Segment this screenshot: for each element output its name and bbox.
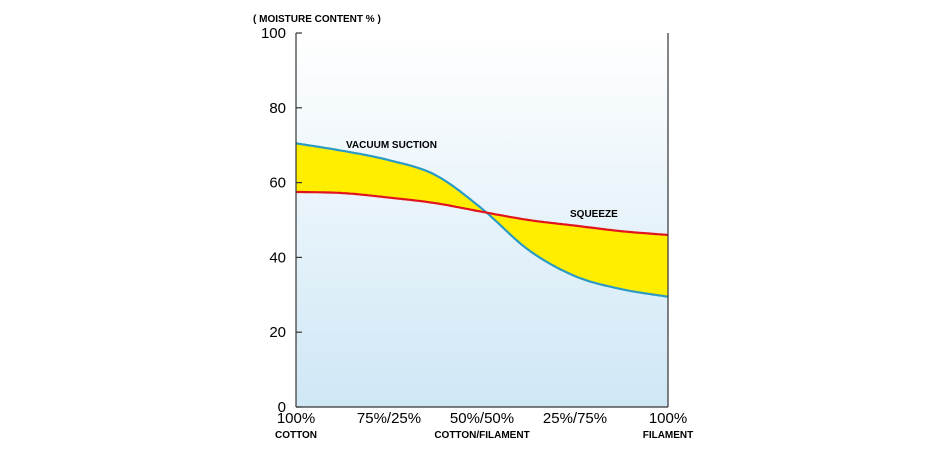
y-tick-label: 80 bbox=[269, 100, 286, 117]
series-line-squeeze bbox=[296, 190, 669, 237]
plot-background bbox=[296, 33, 668, 407]
x-tick-label: 50%/50% bbox=[450, 410, 514, 427]
y-tick-label: 60 bbox=[269, 175, 286, 192]
y-axis-ticks: 0 20 40 60 80 100 bbox=[261, 25, 302, 416]
y-tick-label: 40 bbox=[269, 249, 286, 266]
x-axis-ticks: 100% COTTON 75%/25% 50%/50% COTTON/FILAMENT 2… bbox=[275, 410, 693, 441]
x-tick-label: 25%/75% bbox=[543, 410, 607, 427]
difference-fill-layer bbox=[296, 143, 668, 297]
difference-fill-area bbox=[296, 143, 668, 297]
series-label-squeeze: SQUEEZE bbox=[570, 209, 618, 220]
series-label-vacuum-suction: VACUUM SUCTION bbox=[346, 140, 437, 151]
x-tick-sublabel: FILAMENT bbox=[643, 430, 694, 441]
x-tick-sublabel: COTTON/FILAMENT bbox=[434, 430, 529, 441]
y-tick-label: 20 bbox=[269, 324, 286, 341]
x-tick-label: 100% bbox=[649, 410, 687, 427]
series-line-vacuum-suction bbox=[295, 142, 669, 298]
series-layer bbox=[295, 142, 669, 298]
y-tick-label: 0 bbox=[278, 399, 286, 416]
y-axis-title: ( MOISTURE CONTENT % ) bbox=[253, 14, 381, 25]
y-tick-label: 100 bbox=[261, 25, 286, 42]
x-tick-label: 75%/25% bbox=[357, 410, 421, 427]
x-tick-sublabel: COTTON bbox=[275, 430, 317, 441]
x-tick-label: 100% bbox=[277, 410, 315, 427]
